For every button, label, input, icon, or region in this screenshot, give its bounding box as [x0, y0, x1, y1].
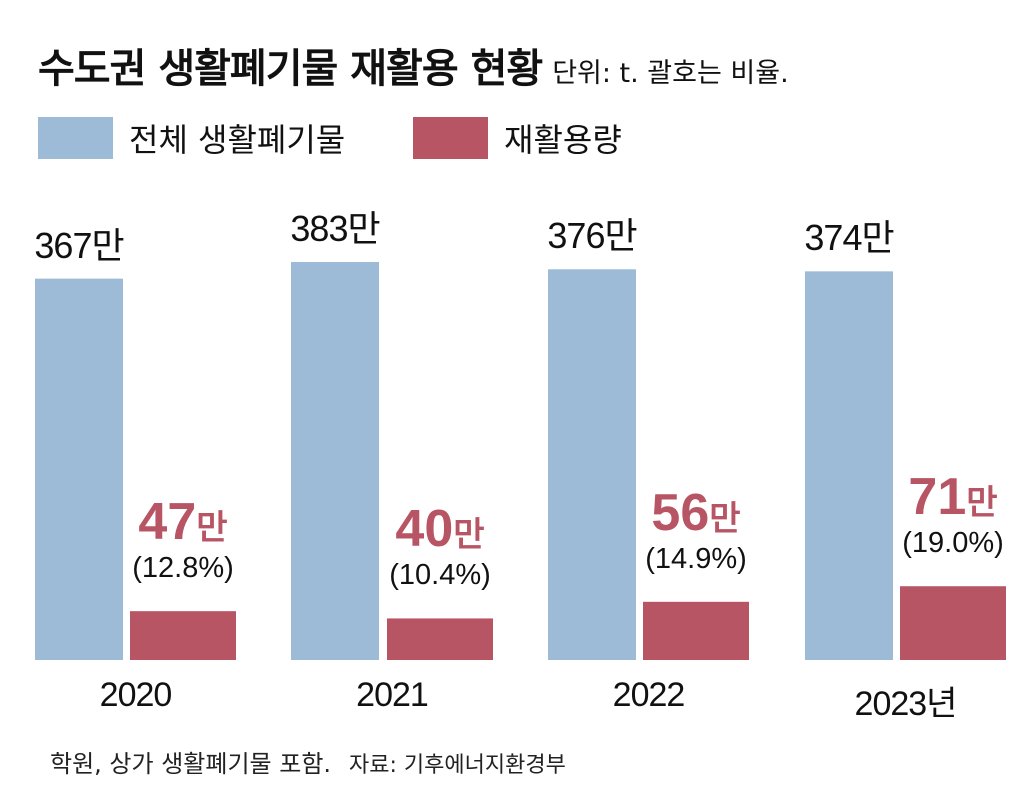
chart-title-row: 수도권 생활폐기물 재활용 현황 단위: t. 괄호는 비율.: [38, 36, 789, 94]
year-label-3: 2023년: [854, 685, 958, 723]
bar-recycled-1: [387, 618, 493, 660]
recycled-value-3: 71만: [902, 471, 1004, 523]
legend-item-total: 전체 생활폐기물: [38, 115, 345, 161]
year-label-0: 2020: [99, 676, 173, 714]
recycled-number-2: 56: [651, 483, 710, 542]
total-label-3: 374만: [804, 217, 894, 259]
bar-total-1: [291, 262, 379, 660]
legend-label-recycled: 재활용량: [504, 121, 622, 159]
recycled-percent-3: (19.0%): [902, 527, 1004, 560]
recycled-value-0: 47만: [132, 496, 234, 548]
footnote-note: 학원, 상가 생활폐기물 포함.: [50, 750, 332, 778]
footnote: 학원, 상가 생활폐기물 포함. 자료: 기후에너지환경부: [50, 744, 566, 779]
recycled-unit-1: 만: [453, 515, 485, 556]
recycled-unit-3: 만: [966, 483, 998, 524]
recycled-label-3: 71만 (19.0%): [902, 471, 1004, 560]
legend-label-total: 전체 생활폐기물: [129, 121, 346, 159]
bar-total-0: [35, 278, 123, 660]
total-label-2: 376만: [547, 215, 637, 257]
legend-item-recycled: 재활용량: [413, 115, 622, 161]
legend-swatch-total: [38, 117, 113, 159]
bar-recycled-0: [130, 611, 236, 660]
recycled-value-2: 56만: [645, 487, 747, 539]
bar-recycled-3: [900, 586, 1006, 660]
recycled-percent-0: (12.8%): [132, 552, 234, 585]
total-label-1: 383만: [290, 208, 380, 249]
recycled-value-1: 40만: [389, 503, 491, 555]
total-label-0: 367만: [34, 224, 124, 266]
unit-note: 단위: t. 괄호는 비율.: [552, 58, 789, 89]
recycled-number-0: 47: [138, 493, 197, 552]
bar-total-3: [805, 271, 893, 660]
recycled-label-0: 47만 (12.8%): [132, 496, 234, 585]
recycled-number-3: 71: [908, 468, 967, 527]
recycled-number-1: 40: [395, 500, 454, 559]
bar-recycled-2: [643, 601, 749, 660]
chart-title: 수도권 생활폐기물 재활용 현황: [38, 46, 543, 92]
year-label-2: 2022: [612, 676, 686, 714]
recycled-unit-2: 만: [709, 498, 741, 539]
recycled-label-2: 56만 (14.9%): [645, 487, 747, 576]
recycled-percent-2: (14.9%): [645, 542, 747, 575]
bar-total-2: [548, 269, 636, 660]
recycled-unit-0: 만: [196, 508, 228, 549]
legend-swatch-recycled: [413, 117, 488, 159]
year-label-1: 2021: [356, 676, 429, 714]
recycled-label-1: 40만 (10.4%): [389, 503, 491, 592]
source-note: 자료: 기후에너지환경부: [349, 753, 566, 778]
recycled-percent-1: (10.4%): [389, 559, 491, 592]
